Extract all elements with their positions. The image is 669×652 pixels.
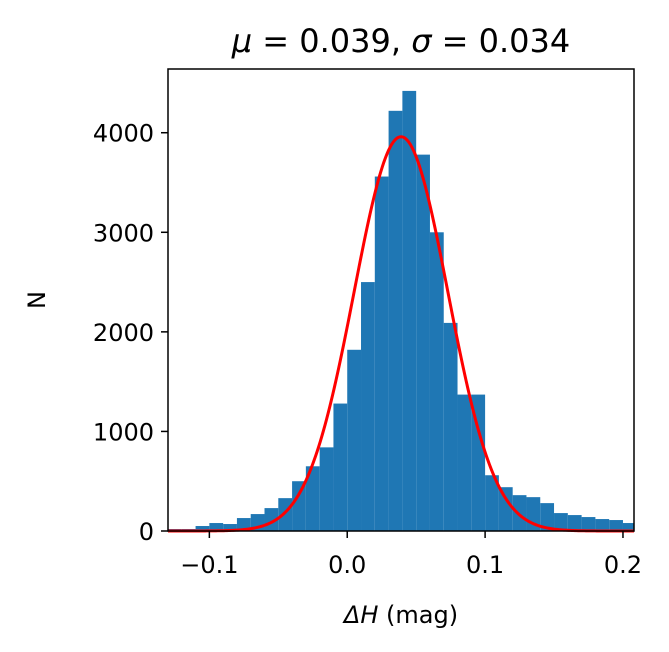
- x-tick-label: 0.1: [466, 551, 504, 579]
- x-tick-label: 0.2: [604, 551, 642, 579]
- y-axis-ticks: 0 1000 2000 3000 4000: [93, 120, 168, 546]
- histogram-bar: [402, 90, 417, 531]
- x-tick-label: −0.1: [180, 551, 238, 579]
- histogram-bar: [485, 475, 499, 531]
- chart-title: μ = 0.039, σ = 0.034: [231, 22, 571, 60]
- y-tick-label: 4000: [93, 120, 154, 148]
- histogram-bar: [374, 176, 389, 531]
- histogram-bar: [622, 523, 634, 531]
- histogram-bar: [292, 481, 306, 531]
- histogram-bar: [305, 466, 320, 531]
- x-axis-ticks: −0.1 0.0 0.1 0.2: [180, 531, 642, 579]
- histogram-bar: [471, 394, 486, 531]
- plot-frame: [167, 68, 635, 532]
- x-axis-label: ΔH (mag): [342, 601, 458, 629]
- histogram-bar: [209, 523, 224, 531]
- y-tick-label: 0: [139, 518, 154, 546]
- y-tick-label: 2000: [93, 319, 154, 347]
- histogram-bar: [416, 154, 430, 531]
- histogram-bar: [361, 282, 375, 531]
- histogram-bar: [595, 519, 610, 531]
- histogram-bar: [195, 526, 210, 531]
- histogram-bar: [429, 232, 444, 532]
- y-axis-label: N: [23, 291, 51, 309]
- histogram-bar: [540, 503, 555, 531]
- y-tick-label: 3000: [93, 219, 154, 247]
- histogram-bar: [388, 110, 403, 531]
- gaussian-fit-curve: [168, 135, 634, 533]
- histogram-bar: [457, 394, 472, 531]
- histogram-bars: [168, 90, 634, 532]
- histogram-bar: [554, 513, 568, 531]
- histogram-bar: [223, 524, 237, 531]
- histogram-bar: [333, 403, 348, 531]
- histogram-bar: [567, 515, 582, 531]
- histogram-bar: [498, 487, 513, 531]
- y-tick-label: 1000: [93, 418, 154, 446]
- histogram-bar: [609, 520, 623, 531]
- histogram-bar: [581, 517, 596, 531]
- histogram-bar: [278, 498, 293, 531]
- x-tick-label: 0.0: [328, 551, 366, 579]
- histogram-bar: [347, 349, 362, 531]
- histogram-bar: [319, 447, 334, 531]
- histogram-bar: [443, 322, 458, 531]
